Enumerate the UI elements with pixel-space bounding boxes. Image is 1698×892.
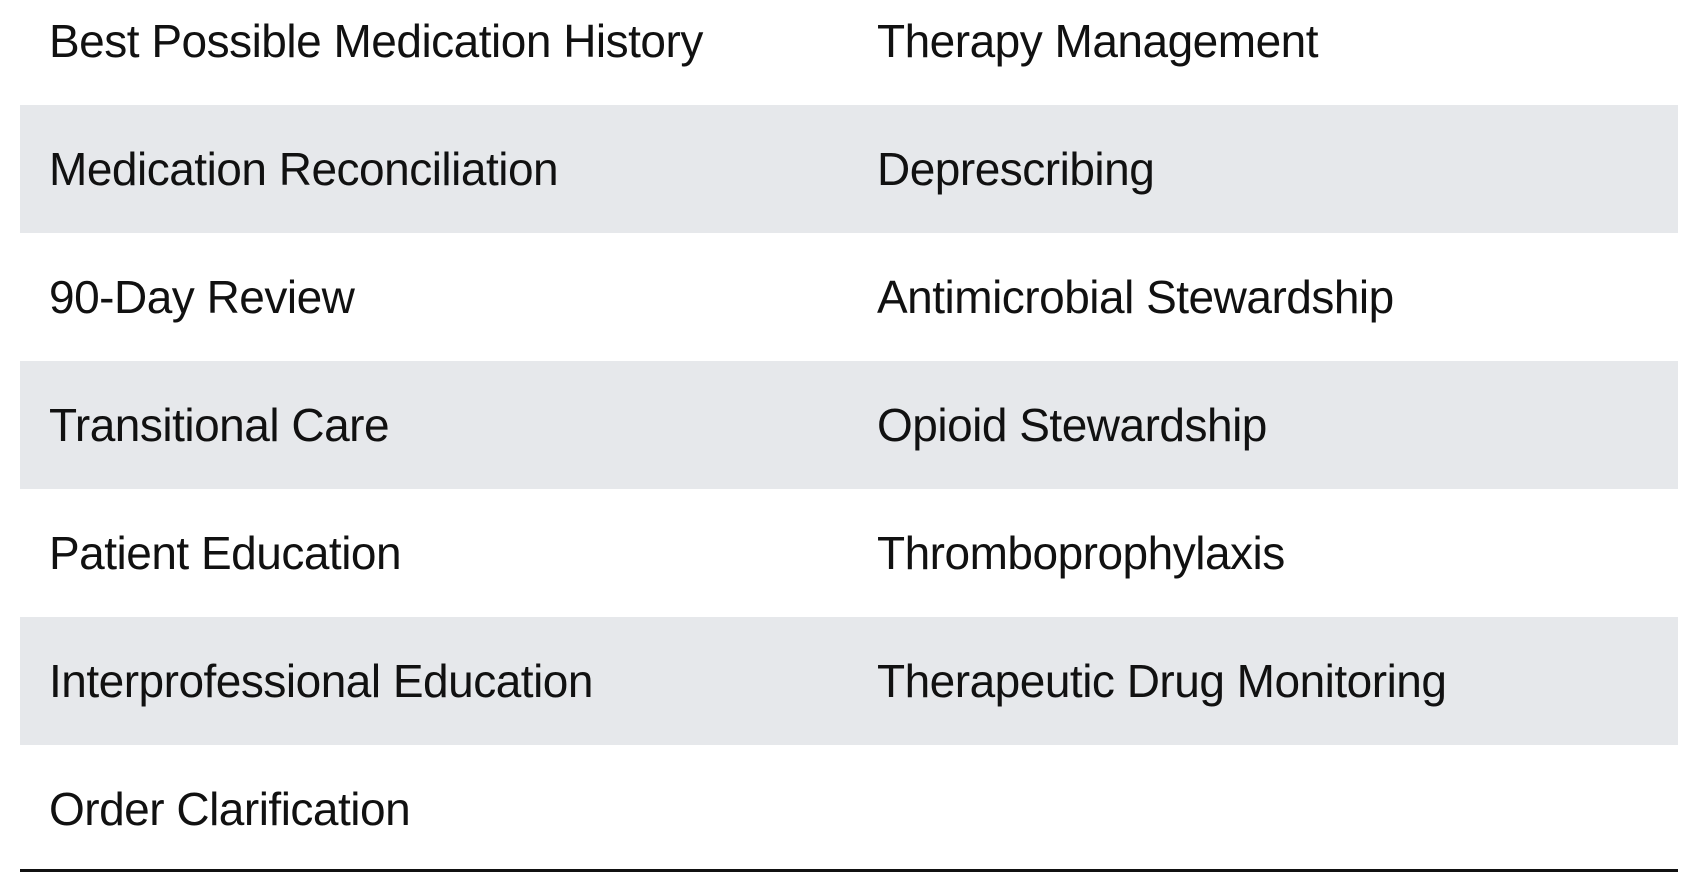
table-cell: Medication Reconciliation: [49, 143, 559, 195]
table-row: Transitional Care Opioid Stewardship: [20, 361, 1678, 489]
table-cell: Therapy Management: [877, 15, 1319, 67]
table-row: 90-Day Review Antimicrobial Stewardship: [20, 233, 1678, 361]
table-cell: Best Possible Medication History: [49, 15, 703, 67]
table-row: Order Clarification: [20, 745, 1678, 873]
table-cell: Interprofessional Education: [49, 655, 593, 707]
table-cell: Therapeutic Drug Monitoring: [877, 655, 1447, 707]
table-cell: Transitional Care: [49, 399, 390, 451]
table-cell: Thromboprophylaxis: [877, 527, 1285, 579]
table-row: Medication Reconciliation Deprescribing: [20, 105, 1678, 233]
table-cell: Patient Education: [49, 527, 402, 579]
table-cell: Antimicrobial Stewardship: [877, 271, 1394, 323]
table-cell: 90-Day Review: [49, 271, 355, 323]
table-cell: Opioid Stewardship: [877, 399, 1267, 451]
table-cell: Order Clarification: [49, 783, 411, 835]
table-row: Best Possible Medication History Therapy…: [20, 0, 1678, 105]
table-row: Patient Education Thromboprophylaxis: [20, 489, 1678, 617]
table-cell: Deprescribing: [877, 143, 1155, 195]
table-row: Interprofessional Education Therapeutic …: [20, 617, 1678, 745]
table-bottom-rule: [20, 869, 1678, 872]
services-table: Best Possible Medication History Therapy…: [20, 0, 1678, 873]
